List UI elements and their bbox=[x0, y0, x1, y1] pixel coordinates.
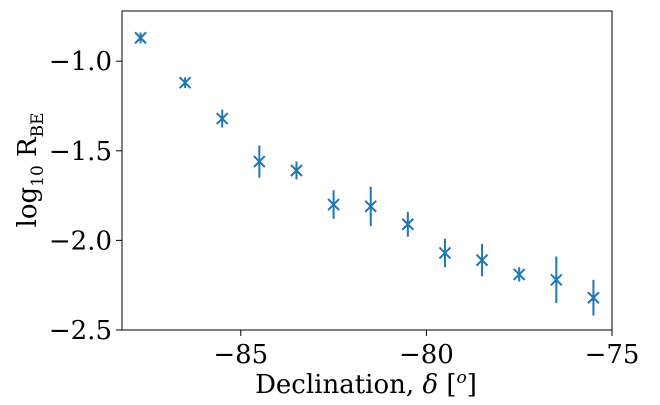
x-tick-label: −80 bbox=[399, 340, 454, 370]
y-axis-ticks: −1.0 −1.5 −2.0 −2.5 bbox=[49, 47, 122, 346]
y-axis-label-sub: 10 bbox=[28, 165, 48, 187]
x-marker-stroke bbox=[327, 198, 340, 211]
data-point bbox=[475, 243, 489, 277]
x-tick-label: −85 bbox=[213, 340, 268, 370]
data-point bbox=[550, 256, 563, 304]
data-points bbox=[134, 31, 600, 316]
x-marker-stroke bbox=[550, 273, 563, 287]
x-tick-label: −75 bbox=[585, 340, 640, 370]
data-point bbox=[438, 238, 452, 268]
x-axis-label-symbol: δ bbox=[422, 370, 438, 400]
x-marker-stroke bbox=[216, 112, 229, 125]
plot-area-frame bbox=[121, 10, 613, 331]
data-point bbox=[216, 109, 229, 128]
y-tick-label: −2.0 bbox=[49, 226, 112, 256]
x-axis-label-unit-open: [ bbox=[438, 370, 456, 400]
data-point bbox=[512, 267, 526, 282]
y-axis-label: log10 RBE bbox=[13, 112, 48, 227]
x-marker-stroke bbox=[290, 164, 303, 177]
y-tick-label: −1.0 bbox=[49, 47, 112, 77]
data-point bbox=[364, 186, 377, 227]
x-marker-stroke bbox=[475, 253, 489, 267]
data-point bbox=[178, 76, 192, 89]
y-axis-label-symbol: R bbox=[13, 136, 43, 165]
x-marker-stroke bbox=[364, 200, 377, 213]
data-point bbox=[290, 161, 303, 180]
data-point bbox=[327, 190, 340, 219]
x-marker-stroke bbox=[512, 268, 526, 281]
x-marker-stroke bbox=[253, 155, 266, 168]
x-marker-stroke bbox=[401, 218, 415, 231]
x-axis-label-unit-close: ] bbox=[467, 370, 477, 400]
x-marker-stroke bbox=[134, 31, 147, 45]
data-point bbox=[134, 31, 147, 45]
x-marker-stroke bbox=[438, 246, 452, 260]
x-marker-stroke bbox=[587, 291, 600, 304]
data-point bbox=[253, 145, 266, 178]
data-point bbox=[587, 279, 600, 316]
x-axis-ticks: −85 −80 −75 bbox=[213, 330, 639, 370]
y-tick-label: −1.5 bbox=[49, 137, 112, 167]
y-axis-label-symbol-sub: BE bbox=[28, 112, 48, 137]
x-marker-stroke bbox=[178, 76, 192, 89]
y-axis-label-main: log bbox=[13, 187, 43, 228]
x-axis-label: Declination, δ [o] bbox=[255, 368, 477, 400]
data-point bbox=[401, 211, 415, 237]
x-axis-label-unit-sup: o bbox=[457, 368, 467, 388]
y-tick-label: −2.5 bbox=[49, 316, 112, 346]
x-axis-label-main: Declination, bbox=[255, 370, 422, 400]
